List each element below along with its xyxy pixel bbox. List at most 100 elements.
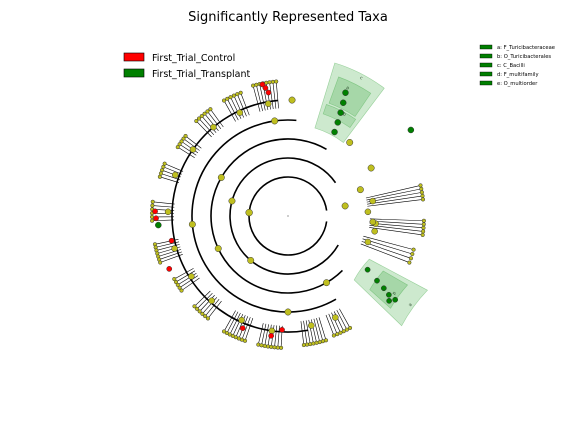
leaf-node-14-2 [421,225,426,230]
leaf-node-8-4 [203,314,208,319]
internal-node-12 [346,139,354,146]
branch-fan-2-1 [207,111,222,130]
transplant-node-e-3 [386,291,392,298]
internal-node-4 [188,220,196,228]
leaf-node-15-2 [410,251,415,257]
leaf-node-10-7 [279,345,284,350]
branch-fan-0-7 [252,85,261,112]
fan-parent-node-5 [164,208,172,216]
internal-node-11 [367,164,375,172]
sector-clade-a [328,76,372,117]
legend-label-transplant: First_Trial_Transplant [152,69,251,80]
sector-clade-c [314,62,385,143]
fan-parent-node-12 [332,314,339,321]
branch-fan-15-0 [360,243,410,263]
ring-level-5 [171,99,309,333]
leaf-node-1-5 [221,98,227,103]
group-legend: First_Trial_Control First_Trial_Transpla… [123,52,251,80]
branch-fan-0-0 [275,81,279,109]
branch-fan-13-1 [367,195,423,205]
leaf-node-8-2 [197,309,202,314]
leaf-node-8-5 [205,316,211,321]
internal-node-1 [217,174,225,181]
leaf-node-4-2 [160,168,165,173]
leaf-node-10-2 [262,343,267,348]
branch-fan-14-0 [369,227,423,236]
leaf-node-5-1 [150,203,155,208]
leaf-node-13-2 [419,190,424,195]
internal-node-2 [228,197,236,205]
leaf-node-2-0 [208,107,213,112]
branch-fan-4-0 [164,163,184,172]
leaf-node-14-3 [421,222,426,227]
internal-node-8 [323,279,330,287]
leaf-node-0-1 [270,79,275,84]
branch-fan-9-0 [223,310,236,332]
fan-parent-node-0 [264,100,272,107]
leaf-node-11-7 [323,338,329,343]
branch-fan-2-4 [198,118,215,135]
branch-fan-8-0 [194,290,211,307]
leaf-node-3-4 [175,145,180,150]
sector-clade-b [322,104,357,128]
leaf-node-6-6 [158,260,163,265]
fan-parent-node-13 [369,197,376,205]
leaf-node-4-3 [158,171,163,176]
branch-fan-7-1 [175,270,196,283]
transplant-node-e-4 [386,297,392,304]
branch-fan-11-0 [300,321,305,346]
branch-fan-9-7 [244,318,254,341]
branch-fan-7-4 [181,277,200,291]
branch-fan-5-0 [152,201,175,205]
fan-parent-node-8 [208,297,215,304]
control-node-2 [259,81,266,88]
control-node-1 [265,89,272,96]
fan-parent-node-15 [364,238,372,246]
clade-legend: a: F_Turicibacteraceae b: O_Turicibacter… [479,44,555,87]
fan-parent-node-7 [188,273,195,280]
leaf-node-7-4 [179,288,184,293]
branch-fan-1-5 [223,100,236,122]
branch-fan-6-5 [159,251,182,260]
leaf-node-12-0 [331,333,336,338]
leaf-node-0-0 [274,79,279,84]
leaf-node-0-2 [267,80,272,85]
sector-letter-b: b [342,111,348,118]
internal-node-9 [341,202,349,210]
leaf-node-4-4 [157,174,162,179]
transplant-node-2 [337,109,344,116]
leaf-node-1-3 [228,95,233,100]
branch-fan-8-4 [204,299,220,317]
control-node-4 [153,215,159,222]
branch-fan-6-6 [160,254,183,263]
branch-fan-5-1 [152,205,175,208]
branch-fan-12-4 [336,309,348,330]
root-node [287,215,289,217]
internal-node-6 [247,256,255,264]
sector-letter-d: d [391,290,398,296]
leaf-node-7-1 [173,279,179,285]
clade-legend-swatch-a [479,44,493,50]
branch-fan-6-1 [155,241,180,248]
branch-fan-10-5 [274,325,278,348]
branch-fan-12-0 [325,314,335,336]
clade-legend-label-d: d: F_multifamily [497,72,539,78]
leaf-node-14-1 [421,229,426,234]
clade-legend-swatch-d [479,71,493,77]
branch-fan-3-3 [179,143,197,156]
clade-legend-label-c: c: C_Bacilli [497,63,525,69]
leaf-node-14-4 [421,218,426,223]
legend-swatch-transplant [123,68,145,78]
branch-fan-9-2 [229,312,241,335]
branch-fan-0-2 [269,82,274,110]
leaf-node-2-5 [194,118,199,124]
leaf-node-13-3 [419,186,424,191]
branch-fan-10-6 [277,325,280,348]
branch-fan-14-1 [369,224,424,232]
internal-node-15 [369,218,377,226]
sector-letter-c: c [359,76,364,82]
branch-fan-7-0 [174,268,194,280]
fan-parent-node-6 [171,245,178,252]
internal-node-10 [356,186,364,194]
